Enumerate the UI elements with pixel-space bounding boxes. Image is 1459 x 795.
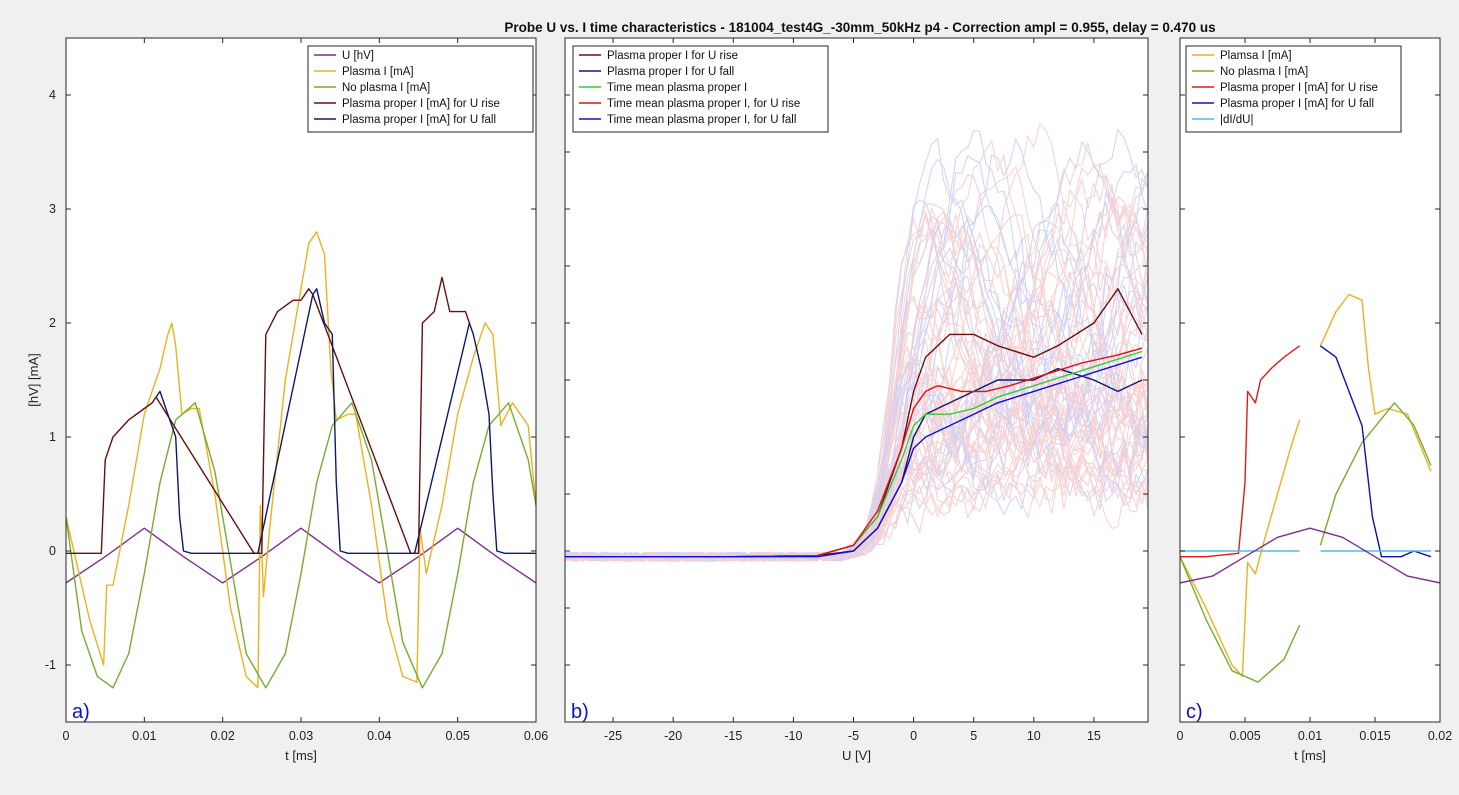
- x-tick-label: -15: [724, 729, 742, 743]
- legend: Plamsa I [mA] No plasma I [mA] Plasma prop…: [1185, 45, 1402, 133]
- legend-entry: Plamsa I [mA]: [1220, 50, 1292, 62]
- x-tick-label: -10: [784, 729, 802, 743]
- x-tick-label: 0: [1177, 729, 1184, 743]
- x-tick-label: 0.02: [210, 729, 234, 743]
- series-line-2: [66, 231, 536, 689]
- legend-entry: U [hV]: [342, 50, 374, 62]
- legend-entry: Plasma proper I for U fall: [607, 66, 734, 78]
- panel-label: b): [571, 701, 589, 723]
- legend-entry: Plasma proper I [mA] for U fall: [342, 114, 496, 126]
- panel-2: -25 -20 -15 -10 -5 0 5 10 15 U [V] b) Plasma proper…: [564, 37, 1149, 763]
- panel-label: a): [72, 701, 90, 723]
- series-line-4: [565, 347, 1143, 558]
- series-group: [66, 231, 536, 689]
- figure-title: Probe U vs. I time characteristics - 181…: [504, 20, 1215, 35]
- legend-entry: Plasma proper I [mA] for U rise: [342, 98, 500, 110]
- x-tick-label: 0.01: [1298, 729, 1322, 743]
- x-tick-label: -25: [604, 729, 622, 743]
- x-tick-label: 5: [970, 729, 977, 743]
- series-group: [1180, 293, 1440, 683]
- trace-line: [565, 352, 1148, 562]
- legend-entry: |dI/dU|: [1220, 114, 1253, 126]
- series-group: [565, 122, 1148, 563]
- legend: Plasma proper I for U rise Plasma proper …: [572, 45, 829, 133]
- panel-3: 0 0.005 0.01 0.015 0.02 t [ms] c) Plamsa I [mA]…: [1177, 37, 1452, 763]
- series-line-2: [1180, 402, 1432, 683]
- y-tick-label: 2: [49, 316, 56, 330]
- x-axis-label: t [ms]: [285, 748, 317, 763]
- panel-label: c): [1186, 701, 1203, 723]
- legend-box: [307, 45, 534, 133]
- legend-entry: No plasma I [mA]: [342, 82, 430, 94]
- series-line-3: [66, 402, 536, 689]
- legend-entry: Plasma proper I [mA] for U rise: [1220, 82, 1378, 94]
- legend-entry: Time mean plasma proper I, for U fall: [607, 114, 796, 126]
- y-tick-label: 0: [49, 544, 56, 558]
- y-tick-label: 3: [49, 202, 56, 216]
- x-tick-label: 0: [63, 729, 70, 743]
- series-line-6: [1180, 527, 1440, 584]
- x-axis-label: t [ms]: [1294, 748, 1326, 763]
- x-tick-label: 15: [1087, 729, 1101, 743]
- x-tick-label: 0.06: [524, 729, 548, 743]
- x-tick-label: 0.04: [367, 729, 391, 743]
- x-tick-label: 0.015: [1359, 729, 1390, 743]
- legend-entry: Time mean plasma proper I: [607, 82, 747, 94]
- y-tick-label: 1: [49, 430, 56, 444]
- series-line-3: [1180, 345, 1301, 558]
- series-line-1: [1180, 293, 1432, 678]
- x-tick-label: 0.02: [1428, 729, 1452, 743]
- series-line-5: [565, 356, 1143, 558]
- y-tick-label: 4: [49, 88, 56, 102]
- legend-entry: Plasma proper I for U rise: [607, 50, 738, 62]
- legend: U [hV] Plasma I [mA] No plasma I [mA] Plasm…: [307, 45, 534, 133]
- x-tick-label: 10: [1027, 729, 1041, 743]
- y-tick-label: -1: [45, 658, 56, 672]
- legend-box: [572, 45, 829, 133]
- legend-entry: Plasma I [mA]: [342, 66, 414, 78]
- x-tick-label: -20: [664, 729, 682, 743]
- legend-box: [1185, 45, 1402, 133]
- series-line-4: [66, 276, 471, 554]
- x-tick-label: -5: [848, 729, 859, 743]
- trace-line: [565, 308, 1148, 562]
- legend-entry: Time mean plasma proper I, for U rise: [607, 98, 800, 110]
- x-tick-label: 0.03: [289, 729, 313, 743]
- x-tick-label: 0.005: [1229, 729, 1260, 743]
- legend-entry: No plasma I [mA]: [1220, 66, 1308, 78]
- plot-area: [66, 38, 536, 722]
- series-line-4: [1319, 345, 1432, 558]
- x-tick-label: 0.05: [445, 729, 469, 743]
- x-tick-label: 0: [910, 729, 917, 743]
- series-line-5: [155, 288, 536, 554]
- plot-area: [1180, 38, 1440, 722]
- series-line-1: [66, 527, 536, 584]
- trace-line: [565, 223, 1148, 562]
- legend-entry: Plasma proper I [mA] for U fall: [1220, 98, 1374, 110]
- x-axis-label: U [V]: [842, 748, 871, 763]
- y-axis-label: [hV] [mA]: [26, 353, 41, 406]
- x-tick-label: 0.01: [132, 729, 156, 743]
- panel-1: 0 0.01 0.02 0.03 0.04 0.05 0.06 -1 0 1 2 3 4 t [ms] [h…: [26, 37, 548, 763]
